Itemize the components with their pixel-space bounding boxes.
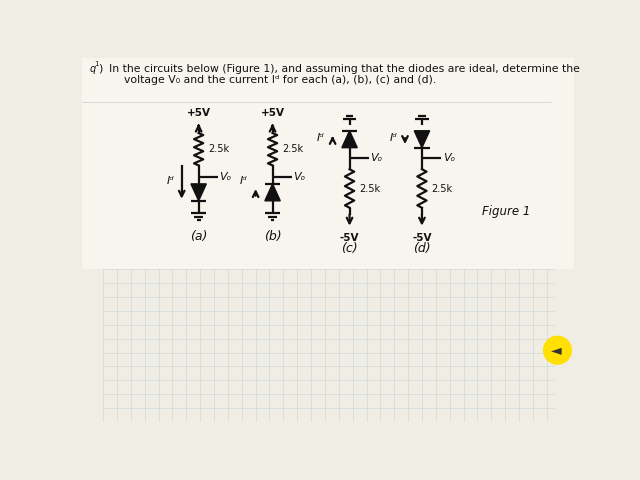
Text: 2.5k: 2.5k: [431, 183, 452, 193]
Text: Vₒ: Vₒ: [293, 172, 306, 182]
Circle shape: [543, 336, 572, 364]
Polygon shape: [265, 184, 280, 201]
Text: Iᵈ: Iᵈ: [166, 176, 174, 186]
Text: voltage V₀ and the current Iᵈ for each (a), (b), (c) and (d).: voltage V₀ and the current Iᵈ for each (…: [124, 74, 436, 84]
Text: -5V: -5V: [412, 233, 432, 243]
Text: +5V: +5V: [260, 108, 285, 118]
Text: Vₒ: Vₒ: [371, 153, 383, 163]
Text: Figure 1: Figure 1: [482, 205, 531, 218]
Text: (c): (c): [341, 242, 358, 255]
Text: -5V: -5V: [340, 233, 359, 243]
Text: Vₒ: Vₒ: [443, 153, 455, 163]
Text: Iᵈ: Iᵈ: [390, 132, 397, 143]
Text: (a): (a): [190, 230, 207, 243]
Text: q: q: [90, 64, 95, 74]
Text: ◄: ◄: [550, 343, 561, 357]
Text: Iᵈ: Iᵈ: [317, 132, 325, 143]
Text: ): ): [99, 64, 106, 74]
Text: (d): (d): [413, 242, 431, 255]
Polygon shape: [191, 184, 206, 201]
Text: 1: 1: [94, 61, 99, 68]
Text: 2.5k: 2.5k: [282, 144, 303, 154]
Text: Iᵈ: Iᵈ: [240, 176, 248, 186]
Text: +5V: +5V: [187, 108, 211, 118]
Text: 2.5k: 2.5k: [359, 183, 380, 193]
FancyBboxPatch shape: [82, 58, 575, 269]
Polygon shape: [342, 131, 357, 148]
Text: In the circuits below (Figure 1), and assuming that the diodes are ideal, determ: In the circuits below (Figure 1), and as…: [109, 64, 579, 74]
Text: 2.5k: 2.5k: [208, 144, 229, 154]
Text: (b): (b): [264, 230, 282, 243]
Polygon shape: [414, 131, 429, 148]
Text: Vₒ: Vₒ: [220, 172, 232, 182]
